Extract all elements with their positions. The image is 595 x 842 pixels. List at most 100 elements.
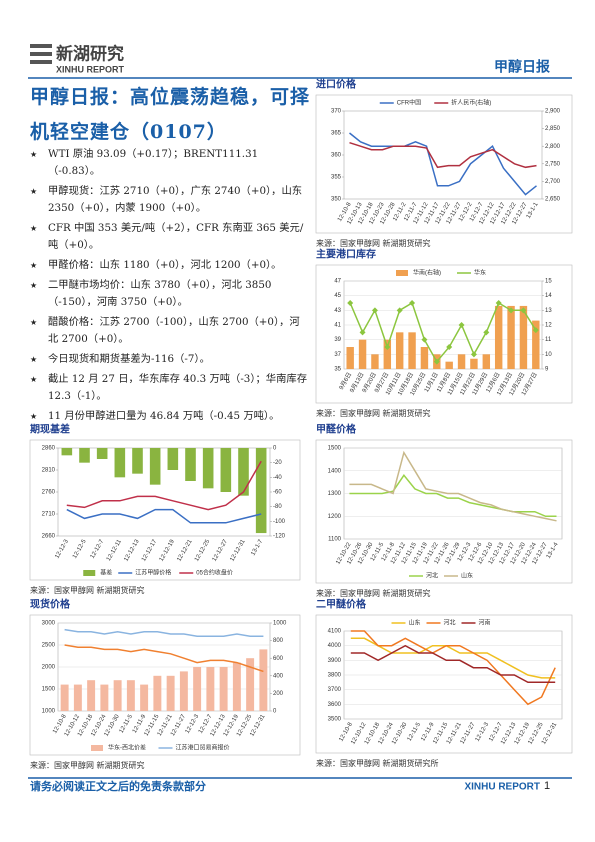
bar xyxy=(371,354,379,369)
marker xyxy=(520,307,527,314)
legend-label: 华南(右轴) xyxy=(413,269,441,277)
y2-tick-label: -40 xyxy=(273,475,282,481)
bar xyxy=(179,671,188,711)
y2-tick-label: 2,650 xyxy=(545,197,561,203)
y-tick-label: 370 xyxy=(331,109,342,115)
y2-tick-label: 0 xyxy=(273,446,277,452)
marker xyxy=(371,307,378,314)
line xyxy=(349,141,537,169)
y-tick-label: 3000 xyxy=(42,621,56,627)
y2-tick-label: 14 xyxy=(545,293,552,299)
y-tick-label: 1500 xyxy=(328,446,342,452)
bar xyxy=(132,448,143,474)
bar xyxy=(202,448,214,489)
marker xyxy=(421,336,428,343)
legend-label: 基差 xyxy=(100,569,112,577)
bar xyxy=(238,448,249,496)
y2-tick-label: 2,800 xyxy=(545,144,561,150)
y-tick-label: 47 xyxy=(334,279,341,285)
y-tick-label: 45 xyxy=(334,293,341,299)
bar xyxy=(519,305,528,369)
section-title: 期现基差 xyxy=(30,423,70,436)
y-tick-label: 1200 xyxy=(328,514,342,520)
y-tick-label: 2710 xyxy=(42,512,56,518)
marker xyxy=(508,307,515,314)
legend-label: 折人民币(右轴) xyxy=(451,99,491,107)
line xyxy=(350,637,556,679)
y-tick-label: 3800 xyxy=(328,673,342,679)
chart-frame xyxy=(315,264,573,404)
bar xyxy=(96,448,108,459)
bullet: 甲醇现货：江苏 2710（+0），广东 2740（+0），山东 2350（+0）… xyxy=(30,183,308,217)
bar xyxy=(220,448,232,492)
y-tick-label: 43 xyxy=(334,308,341,314)
bar xyxy=(79,448,90,463)
bar xyxy=(126,680,135,711)
source: 来源：国家甲醇网 新湖期货研究 xyxy=(30,760,145,770)
bar xyxy=(73,684,82,711)
y2-tick-label: -20 xyxy=(273,460,282,466)
line xyxy=(349,474,557,518)
line xyxy=(350,644,556,684)
y-tick-label: 3700 xyxy=(328,687,342,693)
marker xyxy=(347,300,354,306)
bar xyxy=(532,320,540,369)
bullet: CFR 中国 353 美元/吨（+2），CFR 东南亚 365 美元/吨（+0）… xyxy=(30,220,308,254)
y-tick-label: 3600 xyxy=(328,702,342,708)
line xyxy=(64,628,264,637)
bar xyxy=(494,305,503,369)
bar xyxy=(185,448,196,481)
y-tick-label: 4000 xyxy=(328,643,342,649)
legend-label: 华东 xyxy=(474,269,486,277)
bar xyxy=(166,675,175,711)
report-name: 甲醇日报 xyxy=(494,59,550,75)
bullet: 醋酸价格：江苏 2700（-100），山东 2700（+0），河北 2700（+… xyxy=(30,314,308,348)
y2-tick-label: -120 xyxy=(273,534,286,540)
bullet: 截止 12 月 27 日，华东库存 40.3 万吨（-3）；华南库存 12.3（… xyxy=(30,371,308,405)
y-tick-label: 2000 xyxy=(42,665,56,671)
headline: 甲醇日报：高位震荡趋稳，可择机轻空建仓（0107） xyxy=(30,86,311,143)
legend-label: 河北 xyxy=(426,572,438,580)
marker xyxy=(470,351,477,358)
y2-tick-label: 9 xyxy=(545,367,549,373)
y-tick-label: 1300 xyxy=(328,491,342,497)
legend-swatch xyxy=(91,745,103,751)
y-tick-label: 41 xyxy=(334,323,341,329)
line xyxy=(64,644,264,673)
legend-label: CFR中国 xyxy=(397,99,421,107)
y2-tick-label: -80 xyxy=(273,504,282,510)
line xyxy=(350,630,556,706)
marker xyxy=(384,344,391,350)
bar xyxy=(408,332,416,369)
marker xyxy=(433,358,440,365)
y-tick-label: 1500 xyxy=(42,687,56,693)
bullet: 二甲醚市场均价：山东 3780（+0），河北 3850（-150），河南 375… xyxy=(30,277,308,311)
bullet: WTI 原油 93.09（+0.17）；BRENT111.31（-0.83）。 xyxy=(30,146,308,180)
y2-tick-label: 1000 xyxy=(273,621,287,627)
line xyxy=(66,508,262,524)
y-tick-label: 35 xyxy=(334,367,341,373)
bar xyxy=(346,347,354,369)
y2-tick-label: 200 xyxy=(273,691,284,697)
y2-tick-label: 2,700 xyxy=(545,179,561,185)
brand: XINHU REPORT xyxy=(464,782,540,793)
bar xyxy=(113,680,122,711)
bar xyxy=(255,448,267,534)
bar xyxy=(61,448,73,456)
bar xyxy=(140,684,149,711)
y2-tick-label: 10 xyxy=(545,352,552,358)
section-title: 现货价格 xyxy=(30,598,71,611)
y-tick-label: 2660 xyxy=(42,534,56,540)
y-tick-label: 37 xyxy=(334,352,341,358)
marker xyxy=(359,329,366,336)
section-title: 进口价格 xyxy=(316,78,357,91)
y-tick-label: 360 xyxy=(331,153,342,159)
disclaimer: 请务必阅读正文之后的免责条款部分 xyxy=(30,779,206,793)
logo-en: XINHU REPORT xyxy=(56,64,125,74)
bar xyxy=(470,358,478,369)
y2-tick-label: 400 xyxy=(273,673,284,679)
bar xyxy=(395,332,404,369)
y2-tick-label: 0 xyxy=(273,709,277,715)
